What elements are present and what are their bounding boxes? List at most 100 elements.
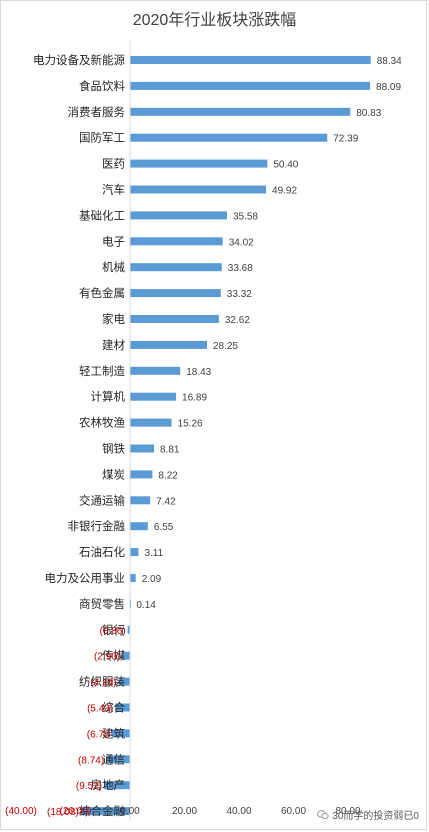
value-label: 72.39: [333, 134, 358, 145]
bar: [130, 470, 153, 479]
value-label: (2.90): [94, 652, 120, 663]
bar: [127, 625, 130, 634]
category-label: 纺织服装: [79, 675, 125, 689]
bar: [130, 392, 177, 401]
labels-layer: 电力设备及新能源 88.34 食品饮料 88.09 消费者服务 80.83 国防军工 72.3…: [33, 53, 402, 818]
value-label: 2.09: [142, 574, 162, 585]
value-label: 50.40: [273, 160, 298, 171]
category-label: 钢铁: [102, 443, 125, 456]
value-label: 8.81: [160, 445, 180, 456]
bar: [130, 548, 139, 557]
category-label: 综合: [102, 701, 125, 715]
x-tick-label: 60.00: [281, 806, 306, 817]
value-label: (9.52): [76, 781, 102, 792]
value-label: (4.18): [90, 678, 116, 689]
x-axis: (40.00) (20.00) 0.00 20.00 40.00 60.00 80.00: [5, 40, 361, 822]
bar: [130, 418, 172, 427]
bar: [130, 133, 328, 142]
value-label: 49.92: [272, 186, 297, 197]
category-label: 房地产: [91, 778, 126, 792]
bar: [130, 237, 223, 246]
value-label: 8.22: [158, 470, 178, 481]
bar: [130, 81, 371, 90]
watermark: 30而学的投资弱已0: [317, 807, 419, 822]
bar: [130, 263, 222, 272]
bars-layer: [80, 56, 371, 816]
bar: [130, 574, 136, 582]
value-label: 34.02: [229, 237, 254, 248]
bar: [130, 366, 181, 375]
category-label: 建材: [102, 338, 125, 352]
bar: [80, 807, 130, 816]
watermark-text: 30而学的投资弱已0: [332, 811, 419, 822]
chart-title: 2020年行业板块涨跌幅: [132, 12, 297, 29]
x-tick-label: 80.00: [335, 806, 360, 817]
bar: [130, 56, 371, 64]
category-label: 商贸零售: [79, 597, 125, 611]
value-label: 18.43: [186, 367, 211, 378]
bar: [130, 107, 351, 116]
category-label: 农林牧渔: [79, 416, 125, 430]
category-label: 消费者服务: [68, 105, 126, 119]
x-tick-label: (20.00): [60, 806, 92, 817]
value-label: 80.83: [356, 108, 381, 119]
x-tick-label: (40.00): [5, 806, 37, 817]
value-label: 33.32: [227, 289, 252, 300]
bar: [130, 315, 219, 323]
bar: [130, 185, 267, 194]
bar: [106, 755, 130, 764]
value-label: 32.62: [225, 315, 250, 326]
category-label: 计算机: [91, 390, 126, 404]
category-label: 轻工制造: [79, 364, 125, 378]
value-label: 33.68: [228, 263, 253, 274]
bar: [122, 651, 130, 660]
value-label: 16.89: [182, 393, 207, 404]
value-label: 88.09: [376, 82, 401, 93]
value-label: 88.34: [377, 56, 402, 67]
category-label: 交通运输: [79, 493, 125, 507]
wechat-icon: [317, 809, 329, 819]
x-tick-label: 20.00: [172, 806, 197, 817]
bar: [130, 496, 151, 505]
bar: [130, 522, 148, 531]
value-label: (5.43): [87, 704, 113, 715]
category-label: 医药: [102, 158, 125, 171]
bar: [130, 444, 155, 453]
category-label: 基础化工: [79, 208, 125, 222]
category-label: 传媒: [102, 649, 125, 663]
category-label: 电力设备及新能源: [33, 53, 125, 67]
category-label: 电力及公用事业: [45, 572, 126, 585]
bar: [111, 729, 130, 738]
value-label: (18.08): [47, 807, 79, 818]
value-label: (6.76: [87, 729, 110, 740]
value-label: 0.14: [136, 600, 156, 611]
category-label: 综合金融: [79, 804, 125, 818]
category-label: 银行: [102, 623, 125, 637]
category-label: 机械: [102, 260, 125, 274]
value-label: 6.55: [154, 522, 174, 533]
category-label: 汽车: [102, 183, 125, 197]
category-label: 电子: [102, 235, 125, 248]
category-label: 食品饮料: [79, 79, 125, 93]
x-tick-label: 0.00: [120, 806, 140, 817]
category-label: 煤炭: [102, 468, 125, 481]
value-label: 35.58: [233, 211, 258, 222]
category-label: 国防军工: [79, 131, 125, 145]
value-label: (0.86): [100, 626, 126, 637]
x-tick-label: 40.00: [226, 806, 251, 817]
bar: [130, 289, 221, 298]
bar: [130, 211, 227, 220]
value-label: 3.11: [144, 548, 163, 559]
value-label: (8.74): [78, 755, 104, 766]
category-label: 家电: [102, 312, 125, 326]
bar: [130, 340, 207, 349]
bar: [104, 781, 130, 790]
value-label: 15.26: [178, 419, 203, 430]
value-label: 28.25: [213, 341, 238, 352]
bar: [130, 159, 268, 168]
category-label: 通信: [102, 753, 125, 766]
bar: [115, 703, 130, 712]
category-label: 石油石化: [79, 545, 125, 559]
category-label: 建筑: [102, 726, 125, 740]
bar: [118, 677, 130, 686]
